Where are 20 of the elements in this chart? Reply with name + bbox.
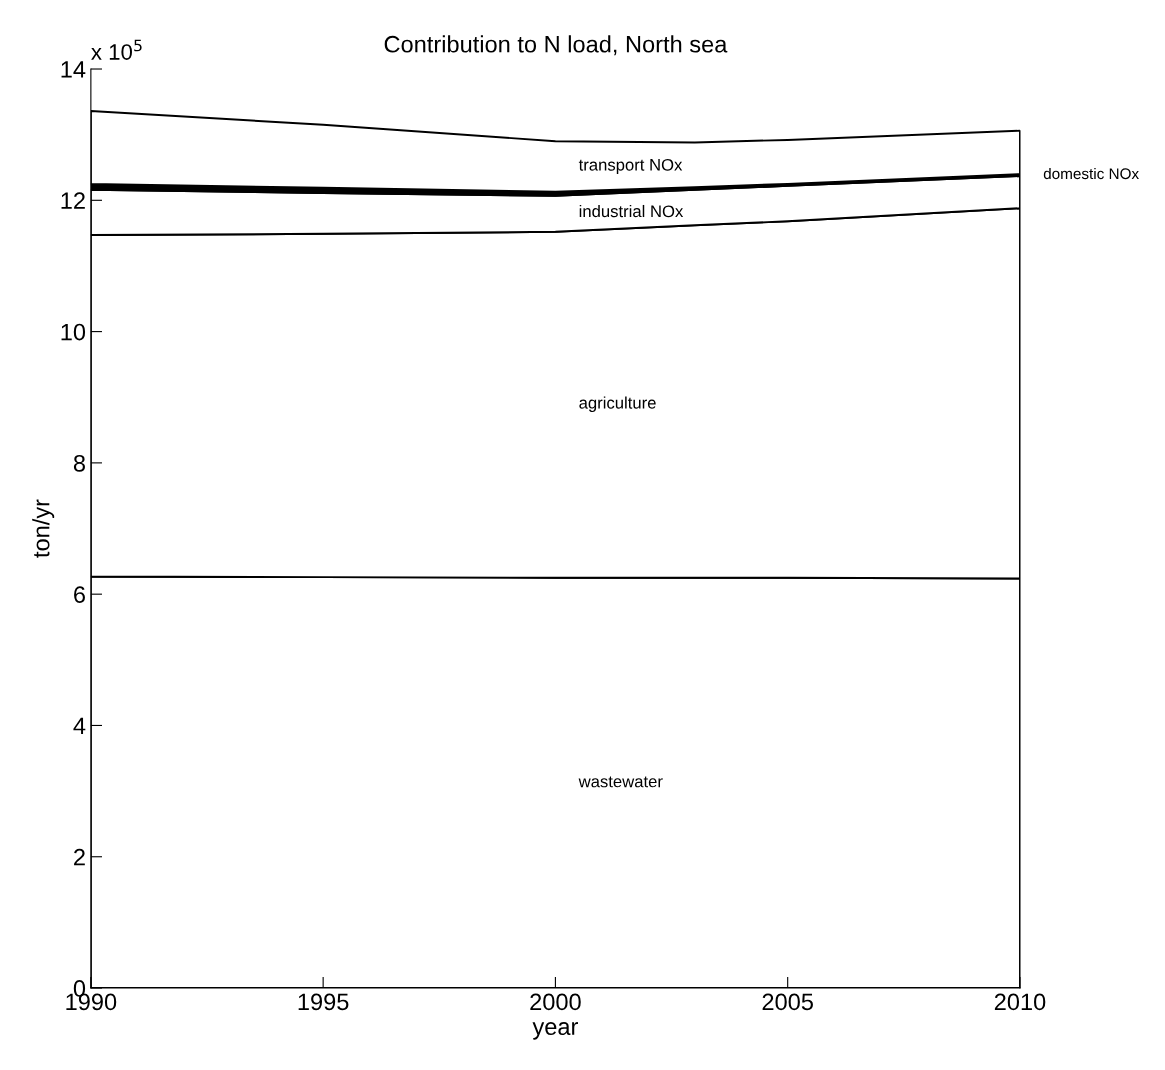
y-tick-label: 14 xyxy=(61,61,86,78)
y-tick-label: 10 xyxy=(61,323,86,341)
y-tick-label: 12 xyxy=(61,192,85,209)
x-tick-label: 2010 xyxy=(994,993,1046,1011)
y-tick-label: 2 xyxy=(74,848,85,866)
y-axis-title: ton/yr xyxy=(32,499,55,558)
series-label: domestic NOx xyxy=(1043,167,1139,180)
y-tick-label: 6 xyxy=(74,586,85,603)
x-tick-label: 2005 xyxy=(762,993,813,1011)
y-tick-label: 8 xyxy=(73,454,85,472)
text: x 10$^{5}$ xyxy=(91,39,142,60)
series-label: industrial NOx xyxy=(579,204,684,218)
chart-title: Contribution to N load, North sea xyxy=(384,35,728,56)
x-axis-title: year xyxy=(532,1022,578,1040)
y-tick-label: 4 xyxy=(73,717,86,735)
series-label: transport NOx xyxy=(578,158,683,174)
series-label: wastewater xyxy=(578,776,663,788)
x-tick-label: 1995 xyxy=(298,993,349,1011)
x-tick-label: 2000 xyxy=(530,993,581,1011)
series-label: agriculture xyxy=(579,396,656,413)
